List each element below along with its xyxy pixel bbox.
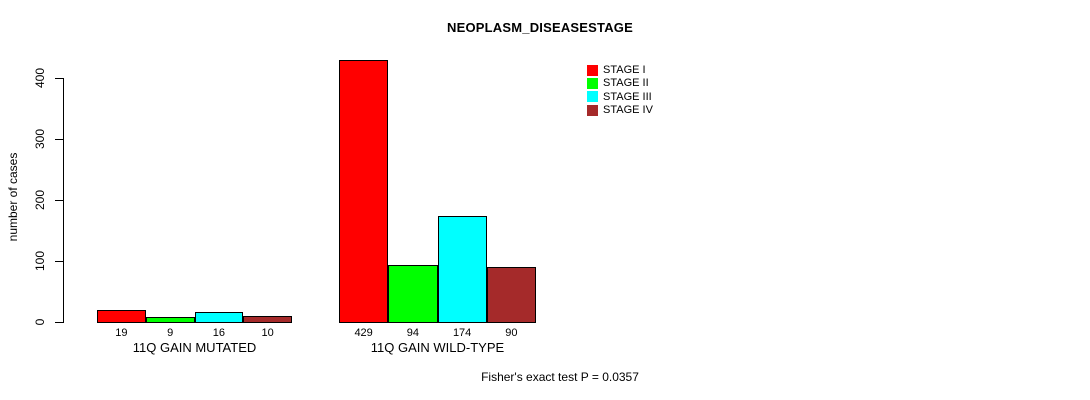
y-tick-label: 300: [33, 128, 47, 150]
legend-item: STAGE I: [587, 64, 646, 76]
bar: [339, 60, 389, 323]
y-axis-label: number of cases: [6, 152, 20, 242]
y-tick-label: 400: [33, 67, 47, 89]
legend-swatch-stage-iii: [587, 91, 598, 103]
bar-value-label: 9: [167, 327, 174, 339]
y-tick: [55, 261, 63, 262]
y-axis-line: [63, 78, 64, 323]
chart-title: NEOPLASM_DISEASESTAGE: [447, 20, 633, 35]
legend-label: STAGE IV: [603, 104, 653, 117]
bar: [145, 316, 195, 323]
legend-swatch-stage-ii: [587, 77, 598, 89]
category-label: 11Q GAIN WILD-TYPE: [370, 340, 505, 355]
bar: [194, 312, 244, 323]
y-tick-label: 0: [33, 318, 47, 326]
y-tick: [55, 322, 63, 323]
y-tick-label: 100: [33, 250, 47, 272]
bar: [486, 267, 536, 323]
bar-value-label: 19: [115, 327, 128, 339]
bar-value-label: 94: [406, 327, 419, 339]
legend-item: STAGE II: [587, 77, 649, 89]
bar-value-label: 90: [505, 327, 518, 339]
legend-swatch-stage-iv: [587, 104, 598, 116]
y-tick: [55, 139, 63, 140]
category-label: 11Q GAIN MUTATED: [132, 340, 257, 355]
legend-swatch-stage-i: [587, 64, 598, 76]
y-tick-label: 200: [33, 189, 47, 211]
bar: [243, 315, 292, 323]
legend-item: STAGE IV: [587, 104, 653, 116]
bar: [388, 264, 438, 323]
y-tick: [55, 78, 63, 79]
y-tick: [55, 200, 63, 201]
legend-label: STAGE II: [603, 77, 649, 90]
annotation-text: Fisher's exact test P = 0.0357: [481, 370, 639, 384]
bar-value-label: 174: [452, 327, 472, 339]
bar: [437, 215, 487, 323]
legend-label: STAGE I: [603, 64, 646, 76]
bar: [97, 310, 146, 323]
legend-item: STAGE III: [587, 91, 652, 103]
bar-value-label: 429: [354, 327, 373, 339]
bar-value-label: 16: [212, 327, 225, 339]
bar-value-label: 10: [261, 327, 274, 339]
legend-label: STAGE III: [603, 90, 652, 103]
